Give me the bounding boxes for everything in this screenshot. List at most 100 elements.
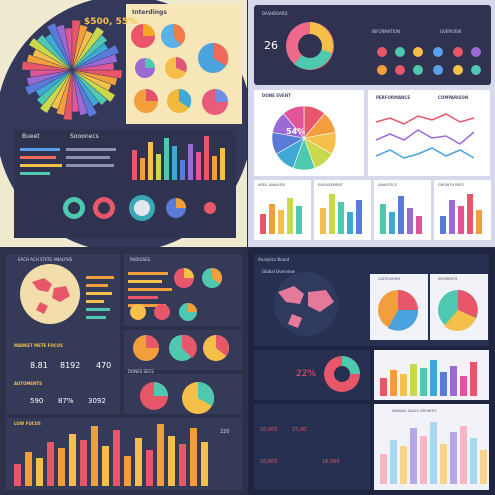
bar — [400, 446, 407, 484]
bar — [356, 200, 362, 234]
q4-table-v4: 16,000 — [322, 459, 340, 465]
q2-donut-title: DONE EVENT — [262, 93, 291, 98]
q4-gauge-value: 22% — [296, 369, 317, 379]
bar — [14, 464, 21, 486]
wheel-slice — [71, 69, 108, 106]
bar — [157, 424, 164, 486]
bar — [460, 426, 467, 484]
bar — [269, 204, 275, 234]
wheel-slice — [24, 69, 73, 96]
q2-panel-c: OVERVIEW — [440, 29, 462, 34]
q2-donut-value: 54% — [286, 127, 306, 136]
bar — [480, 450, 487, 484]
q3-stat-1: 8.81 — [30, 361, 48, 370]
q2-line-title-b: COMPARISON — [438, 95, 469, 100]
wheel-slice — [56, 24, 73, 71]
bar — [450, 366, 457, 396]
bar — [380, 204, 386, 234]
bar — [180, 160, 185, 180]
wheel-slice — [36, 69, 73, 106]
bar — [172, 146, 177, 180]
bar — [260, 214, 266, 234]
bar — [460, 376, 467, 396]
bar — [168, 436, 175, 486]
wheel-slice — [71, 26, 105, 71]
panel-bottom-right: Analytics Board Global Overview CATEGORI… — [248, 248, 495, 495]
wheel-slice — [71, 34, 108, 71]
bar — [380, 454, 387, 484]
q3-stat2-3: 3092 — [88, 397, 106, 405]
bar — [148, 142, 153, 180]
q2-bar-title-4: GROWTH RATE — [438, 183, 465, 187]
bar — [204, 136, 209, 180]
wheel-slice — [36, 34, 73, 71]
bar — [156, 154, 161, 180]
q2-panel-b: INFORMATION — [372, 29, 401, 34]
q3-bottom-title: LOW FOCUS — [14, 421, 41, 426]
q3-pct-value: 220 — [220, 429, 230, 435]
bar — [188, 144, 193, 180]
q3-map-title: EACH ACH STATE ANALYSIS — [18, 257, 73, 262]
q3-stats2-title: AUTOMENTS — [14, 381, 43, 386]
wheel-slice — [71, 69, 116, 103]
bar — [440, 216, 446, 234]
pie-slice — [283, 105, 305, 139]
bar — [398, 196, 404, 234]
wheel-slice — [39, 69, 73, 114]
panel-top-right: DASHBOARD INFORMATION OVERVIEW 26 DONE E… — [248, 0, 495, 247]
bar — [25, 452, 32, 486]
bar — [430, 360, 437, 396]
q3-stat2-1: 590 — [30, 397, 44, 405]
bar — [420, 436, 427, 484]
bar — [135, 438, 142, 486]
bar — [102, 446, 109, 486]
wheel-slice — [46, 22, 73, 71]
panel-top-left: $500, 55% Interdings Bueet Sooonecs — [0, 0, 247, 247]
q3-stats-title: MARKET METE FOCUS — [14, 343, 63, 348]
bar — [287, 198, 293, 234]
bar — [440, 444, 447, 484]
bar — [410, 428, 417, 484]
bar — [201, 442, 208, 486]
q3-graphics — [6, 254, 242, 490]
wheel-slice — [26, 69, 73, 86]
q4-table-v3: 10,605 — [260, 459, 278, 465]
bar — [91, 426, 98, 486]
bar — [380, 378, 387, 396]
bar — [420, 368, 427, 396]
bar — [140, 158, 145, 180]
q1-headline: $500, 55% — [84, 17, 138, 27]
q4-bottom-title: ANNUAL SALES GROWTH — [392, 409, 436, 413]
bar — [190, 428, 197, 486]
bar — [113, 430, 120, 486]
bar — [458, 206, 464, 234]
bar — [470, 362, 477, 396]
q2-line-title: PERFORMANCE — [376, 95, 411, 100]
bar — [390, 370, 397, 396]
q2-graphics — [254, 5, 491, 240]
wheel-slice — [71, 69, 88, 116]
bar — [47, 442, 54, 486]
q2-bar-title-3: ANALYTICS — [378, 183, 397, 187]
q4-graphics — [254, 254, 489, 490]
bar — [389, 212, 395, 234]
bar — [69, 434, 76, 486]
q2-big-number: 26 — [264, 39, 278, 52]
bar — [220, 148, 225, 180]
wheel-slice — [71, 62, 115, 71]
q4-table-v1: 10,005 — [260, 427, 278, 433]
bar — [450, 432, 457, 484]
q3-stat-3: 470 — [96, 361, 112, 370]
bar — [440, 372, 447, 396]
wheel-slice — [28, 37, 73, 71]
bar — [58, 448, 65, 486]
q4-pie-a: CATEGORIES — [378, 277, 401, 281]
bar — [146, 450, 153, 486]
bar — [80, 440, 87, 486]
bar — [470, 438, 477, 484]
bar — [476, 210, 482, 234]
wheel-slice — [71, 54, 118, 71]
bar — [400, 374, 407, 396]
wheel-slice — [71, 44, 120, 71]
q1-left-title: Bueet — [22, 133, 40, 140]
